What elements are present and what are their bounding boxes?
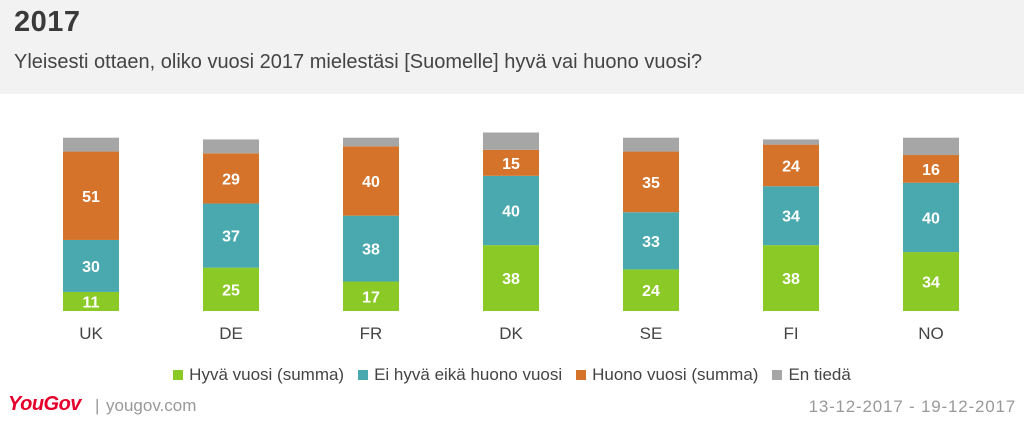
data-label-se-series-1: 33 [642,234,660,251]
bar-dk-series-3 [483,132,539,150]
bar-fr-series-0 [343,281,399,311]
bar-fi-series-2 [763,144,819,187]
data-label-de-series-2: 29 [222,171,240,188]
legend-label-0: Hyvä vuosi (summa) [189,365,345,384]
footer-site: yougov.com [106,396,197,415]
category-label-no: NO [918,324,944,343]
legend-swatch-3 [772,370,783,380]
bar-no-series-2 [903,155,959,183]
data-label-no-series-0: 34 [922,275,940,292]
bar-uk-series-1 [63,239,119,292]
data-label-se-series-2: 35 [642,175,660,192]
bar-no-series-0 [903,252,959,311]
bar-no-series-1 [903,182,959,253]
legend-swatch-2 [576,370,587,380]
header-band: 2017 Yleisesti ottaen, oliko vuosi 2017 … [0,0,1024,94]
category-label-se: SE [640,324,663,343]
data-label-uk-series-0: 11 [83,294,100,311]
stacked-bar-chart: 11 30 51 UK 25 37 29 DE 17 38 40 FR 38 40 15 DK 24 33 35 SE… [63,132,959,343]
legend-item-1: Ei hyvä eikä huono vuosi [358,365,562,385]
bar-uk-series-2 [63,151,119,240]
yougov-logo: YouGov [8,393,81,415]
bar-se-series-2 [623,151,679,213]
bar-se-series-1 [623,212,679,270]
data-label-no-series-2: 16 [922,162,940,179]
legend-item-3: En tiedä [772,365,851,385]
bar-fi-series-1 [763,186,819,246]
data-label-no-series-1: 40 [922,210,940,227]
data-label-fr-series-0: 17 [362,289,380,306]
data-label-se-series-0: 24 [642,283,660,300]
bar-dk-series-1 [483,175,539,246]
bar-no-series-3 [903,137,959,156]
bar-se-series-3 [623,137,679,152]
bar-de-series-0 [203,267,259,311]
data-label-dk-series-1: 40 [502,203,520,220]
legend-swatch-0 [173,370,184,380]
legend-label-3: En tiedä [788,365,851,384]
category-label-uk: UK [79,324,103,343]
bar-fr-series-3 [343,137,399,147]
legend-swatch-1 [358,370,369,380]
bar-fi-series-3 [763,139,819,145]
legend-label-1: Ei hyvä eikä huono vuosi [374,365,563,384]
bar-de-series-3 [203,139,259,154]
bar-se-series-0 [623,269,679,311]
bar-uk-series-0 [63,291,119,311]
data-label-uk-series-2: 51 [82,189,100,206]
data-label-fr-series-2: 40 [362,174,380,191]
data-label-dk-series-0: 38 [502,271,520,288]
bar-de-series-2 [203,153,259,204]
bar-fr-series-1 [343,215,399,282]
survey-date-range: 13-12-2017 - 19-12-2017 [808,397,1016,416]
data-label-fi-series-0: 38 [782,271,800,288]
bar-de-series-1 [203,203,259,268]
data-label-de-series-1: 37 [222,229,240,246]
bar-dk-series-0 [483,245,539,311]
bar-fi-series-0 [763,245,819,311]
bar-fr-series-2 [343,146,399,216]
bar-dk-series-2 [483,149,539,176]
category-label-dk: DK [499,324,523,343]
chart-subtitle: Yleisesti ottaen, oliko vuosi 2017 miele… [14,51,703,73]
bar-uk-series-3 [63,137,119,152]
data-label-de-series-0: 25 [222,282,240,299]
category-label-fi: FI [783,324,798,343]
data-label-dk-series-2: 15 [502,156,520,173]
chart-legend: Hyvä vuosi (summa) Ei hyvä eikä huono vuo… [0,364,1024,386]
data-label-fi-series-1: 34 [782,209,800,226]
data-label-fr-series-1: 38 [362,242,380,259]
data-label-fi-series-2: 24 [782,158,800,175]
footer-separator: | [95,396,100,415]
legend-label-2: Huono vuosi (summa) [592,365,759,384]
category-label-fr: FR [360,324,383,343]
legend-item-2: Huono vuosi (summa) [576,365,758,385]
chart-title: 2017 [14,6,81,38]
category-label-de: DE [219,324,243,343]
legend-item-0: Hyvä vuosi (summa) [173,365,344,385]
data-label-uk-series-1: 30 [82,259,100,276]
